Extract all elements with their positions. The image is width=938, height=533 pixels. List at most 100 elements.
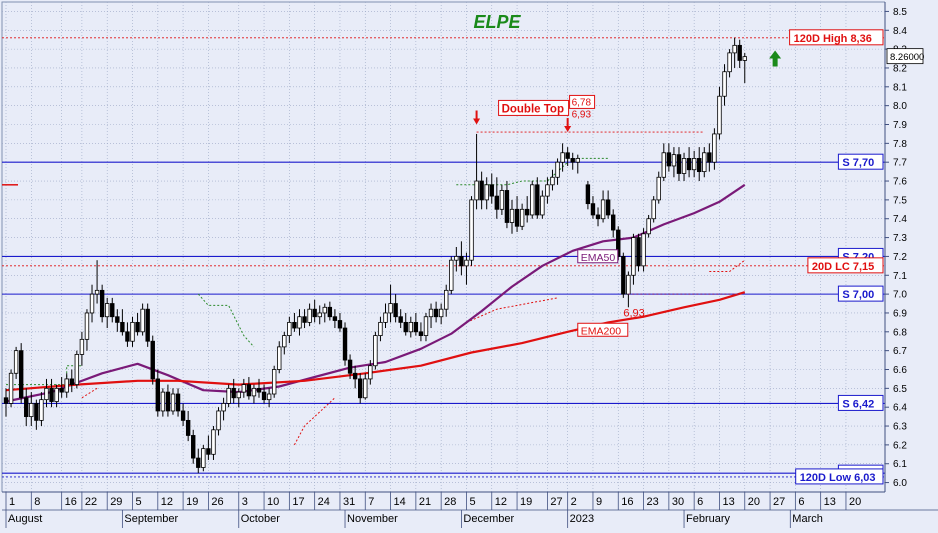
candle-down bbox=[605, 199, 611, 216]
x-tick-label: 27 bbox=[550, 496, 562, 508]
y-tick-label: 6.7 bbox=[893, 346, 907, 357]
candle-up bbox=[44, 387, 49, 401]
candle-up bbox=[373, 335, 378, 367]
candle-up bbox=[297, 316, 302, 329]
candle-down bbox=[120, 321, 125, 333]
candle-up bbox=[717, 95, 722, 135]
candle-down bbox=[697, 158, 702, 173]
candle-up bbox=[428, 308, 434, 318]
y-tick-label: 6.9 bbox=[893, 308, 907, 319]
candle-up bbox=[626, 274, 631, 295]
candle-up bbox=[600, 199, 606, 220]
candle-up bbox=[474, 180, 479, 201]
candle-up bbox=[251, 387, 257, 397]
candle-down bbox=[337, 320, 343, 329]
candle-up bbox=[39, 399, 44, 421]
candle-down bbox=[125, 331, 130, 342]
candle-down bbox=[332, 316, 338, 321]
x-tick-label: 24 bbox=[318, 496, 330, 508]
x-tick-label: 5 bbox=[469, 496, 475, 508]
candle-down bbox=[3, 397, 9, 404]
candle-up bbox=[170, 393, 176, 412]
candle-up bbox=[661, 152, 666, 178]
double-top-value-box bbox=[569, 94, 596, 109]
x-tick-label: 8 bbox=[34, 496, 40, 508]
x-tick-label: 21 bbox=[419, 496, 431, 508]
candle-up bbox=[423, 316, 429, 336]
candle-down bbox=[621, 256, 626, 295]
trailing-stop-line bbox=[709, 259, 746, 272]
candle-up bbox=[499, 190, 505, 210]
candle-down bbox=[145, 308, 150, 342]
candle-down bbox=[347, 359, 353, 374]
candle-down bbox=[18, 350, 24, 399]
candle-up bbox=[89, 293, 95, 314]
candle-up bbox=[84, 312, 90, 340]
candle-up bbox=[519, 208, 525, 227]
candle-up bbox=[201, 448, 206, 468]
candle-up bbox=[216, 410, 221, 431]
candle-up bbox=[727, 52, 732, 73]
trailing-stop-line bbox=[466, 297, 558, 323]
x-tick-label: 26 bbox=[211, 496, 223, 508]
candle-down bbox=[231, 387, 236, 399]
candle-down bbox=[352, 372, 358, 380]
price-level-label: S 7,00 bbox=[842, 289, 874, 301]
candle-up bbox=[140, 308, 145, 333]
y-tick-label: 6.2 bbox=[893, 440, 907, 451]
candle-up bbox=[702, 152, 707, 173]
candle-up bbox=[555, 161, 560, 178]
month-label: February bbox=[686, 513, 731, 525]
y-tick-label: 6.6 bbox=[893, 365, 907, 376]
candle-up bbox=[712, 133, 717, 163]
x-tick-label: 16 bbox=[621, 496, 633, 508]
double-top-label: Double Top bbox=[502, 103, 564, 115]
x-tick-label: 10 bbox=[267, 496, 279, 508]
candle-up bbox=[631, 237, 636, 276]
y-tick-label: 7.0 bbox=[893, 290, 907, 301]
candle-down bbox=[357, 378, 363, 399]
candle-up bbox=[368, 365, 373, 380]
candle-up bbox=[732, 44, 737, 54]
x-tick-label: 2 bbox=[571, 496, 577, 508]
x-tick-label: 17 bbox=[292, 496, 304, 508]
y-tick-label: 7.6 bbox=[893, 177, 907, 188]
candle-up bbox=[277, 346, 282, 370]
y-axis-area bbox=[885, 0, 938, 494]
candle-up bbox=[378, 321, 383, 336]
candle-up bbox=[444, 289, 449, 310]
x-tick-label: 19 bbox=[520, 496, 532, 508]
candle-down bbox=[398, 316, 403, 323]
candle-down bbox=[292, 321, 297, 329]
candle-up bbox=[560, 152, 565, 163]
y-tick-label: 6.0 bbox=[893, 478, 907, 489]
candle-down bbox=[69, 378, 74, 385]
candle-down bbox=[196, 457, 201, 468]
chart-title: ELPE bbox=[473, 12, 521, 32]
y-tick-label: 8.4 bbox=[893, 26, 907, 37]
candle-up bbox=[29, 403, 34, 418]
x-tick-label: 12 bbox=[495, 496, 507, 508]
candle-up bbox=[681, 158, 687, 174]
arrow-up-icon bbox=[769, 50, 782, 67]
x-tick-label: 20 bbox=[849, 496, 861, 508]
candle-down bbox=[261, 391, 267, 401]
candle-down bbox=[246, 384, 252, 397]
arrow-down-icon bbox=[564, 126, 572, 133]
candle-down bbox=[686, 158, 692, 171]
double-top-value: 6,93 bbox=[572, 109, 592, 120]
candle-down bbox=[504, 190, 510, 223]
double-top-value: 6,78 bbox=[572, 97, 592, 108]
trailing-stop-line bbox=[293, 397, 336, 446]
candle-down bbox=[180, 410, 186, 421]
candle-up bbox=[236, 391, 241, 399]
candle-down bbox=[565, 152, 570, 159]
x-tick-label: 31 bbox=[343, 496, 355, 508]
candle-down bbox=[707, 152, 712, 163]
candle-down bbox=[479, 180, 484, 201]
candle-up bbox=[540, 195, 545, 216]
